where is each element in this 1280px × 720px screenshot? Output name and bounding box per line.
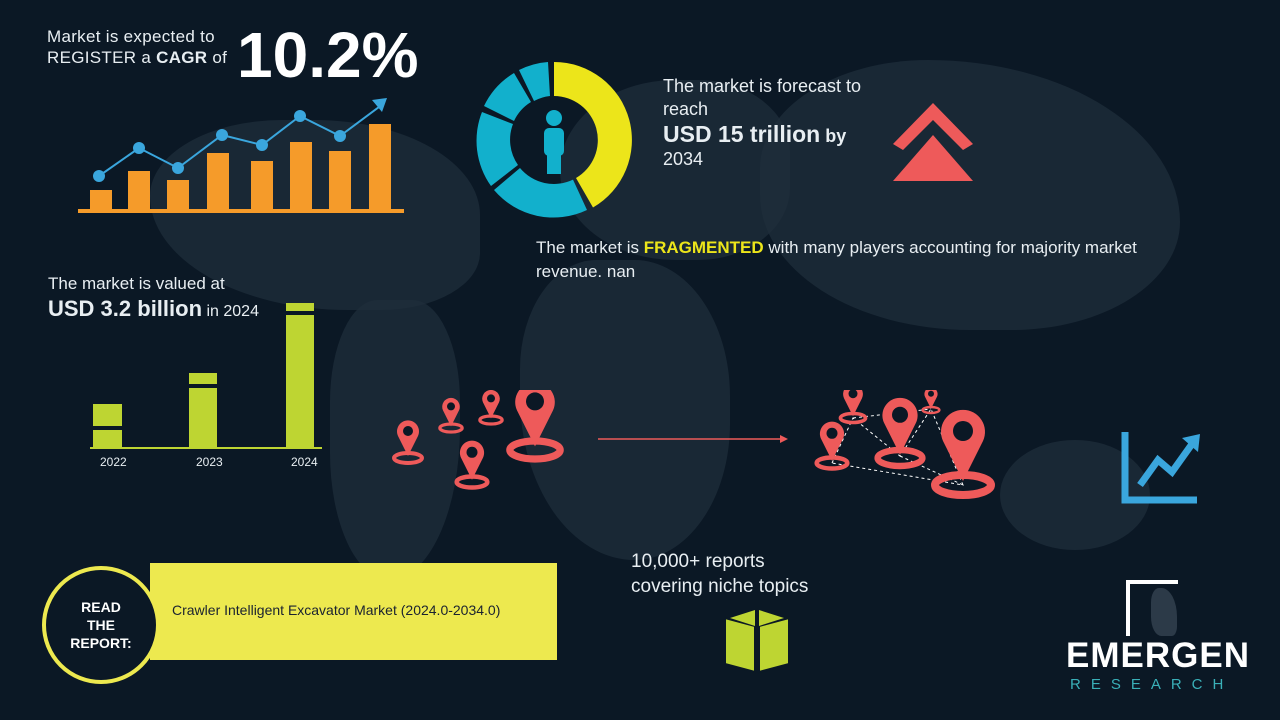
cagr-pre: REGISTER a xyxy=(47,48,152,67)
cagr-text: Market is expected to REGISTER a CAGR of xyxy=(47,26,227,68)
donut-seg xyxy=(476,112,518,186)
logo-name: EMERGEN xyxy=(1066,636,1250,675)
location-pin-icon xyxy=(392,390,1005,500)
rising-chart-icon xyxy=(78,98,404,213)
donut-seg xyxy=(519,62,550,101)
arrow-head xyxy=(372,98,387,112)
read-label: REPORT: xyxy=(70,635,132,651)
emergen-logo: EMERGEN RESEARCH xyxy=(1066,578,1249,698)
orange-bar xyxy=(369,124,391,211)
map-south-america xyxy=(330,300,460,580)
valued-suffix: in 2024 xyxy=(206,303,259,320)
forecast-by: by xyxy=(825,126,847,146)
fragmented-line2: revenue. nan xyxy=(536,262,636,281)
map-africa xyxy=(520,260,730,560)
logo-sub: RESEARCH xyxy=(1070,676,1234,693)
valued-value: USD 3.2 billion xyxy=(48,296,203,321)
orange-bar xyxy=(251,161,273,211)
reports-line1: 10,000+ reports xyxy=(631,551,765,572)
forecast-text: The market is forecast to reach USD 15 t… xyxy=(663,75,861,171)
reports-text: 10,000+ reports covering niche topics xyxy=(631,549,808,599)
double-chevron-up-icon xyxy=(893,103,973,181)
donut-person-icon xyxy=(476,62,632,218)
fragmented-post: with many players accounting for majorit… xyxy=(768,238,1137,257)
year-label: 2024 xyxy=(291,455,318,469)
orange-bar xyxy=(290,142,312,211)
cagr-bold: CAGR xyxy=(156,48,208,67)
forecast-line1: The market is forecast to xyxy=(663,76,862,96)
logo-mark xyxy=(1126,580,1178,636)
open-book-icon xyxy=(724,610,790,674)
donut-seg xyxy=(484,73,531,121)
report-title[interactable]: Crawler Intelligent Excavator Market (20… xyxy=(172,602,501,618)
reports-line2: covering niche topics xyxy=(631,576,809,597)
baseline xyxy=(78,209,404,213)
forecast-value: USD 15 trillion xyxy=(663,121,821,147)
read-report-badge[interactable]: READ THE REPORT: xyxy=(42,566,160,684)
forecast-year: 2034 xyxy=(663,149,704,169)
forecast-line2: reach xyxy=(663,99,709,119)
donut-seg xyxy=(494,168,587,218)
fragmented-pre: The market is xyxy=(536,238,639,257)
cagr-post: of xyxy=(212,48,228,67)
report-banner[interactable]: Crawler Intelligent Excavator Market (20… xyxy=(150,563,557,660)
trend-arrow-icon xyxy=(1121,432,1200,504)
valued-text: The market is valued at USD 3.2 billion … xyxy=(48,274,259,322)
read-label: THE xyxy=(87,617,115,633)
cagr-line1: Market is expected to xyxy=(47,27,215,46)
orange-bar xyxy=(207,153,229,211)
fragmented-highlight: FRAGMENTED xyxy=(643,238,764,257)
valued-line1: The market is valued at xyxy=(48,274,225,293)
year-label: 2022 xyxy=(100,455,127,469)
orange-bar xyxy=(90,190,112,211)
orange-bar xyxy=(329,151,351,211)
orange-bar xyxy=(128,171,150,211)
cagr-value: 10.2% xyxy=(237,19,419,91)
orange-bar xyxy=(167,180,189,211)
trend-line xyxy=(98,103,384,177)
fragmented-text: The market is FRAGMENTED with many playe… xyxy=(536,236,1236,284)
read-label: READ xyxy=(81,599,121,615)
donut-yellow xyxy=(554,62,632,208)
green-bar-2024 xyxy=(286,303,314,448)
valued-bars xyxy=(90,303,322,449)
year-label: 2023 xyxy=(196,455,223,469)
